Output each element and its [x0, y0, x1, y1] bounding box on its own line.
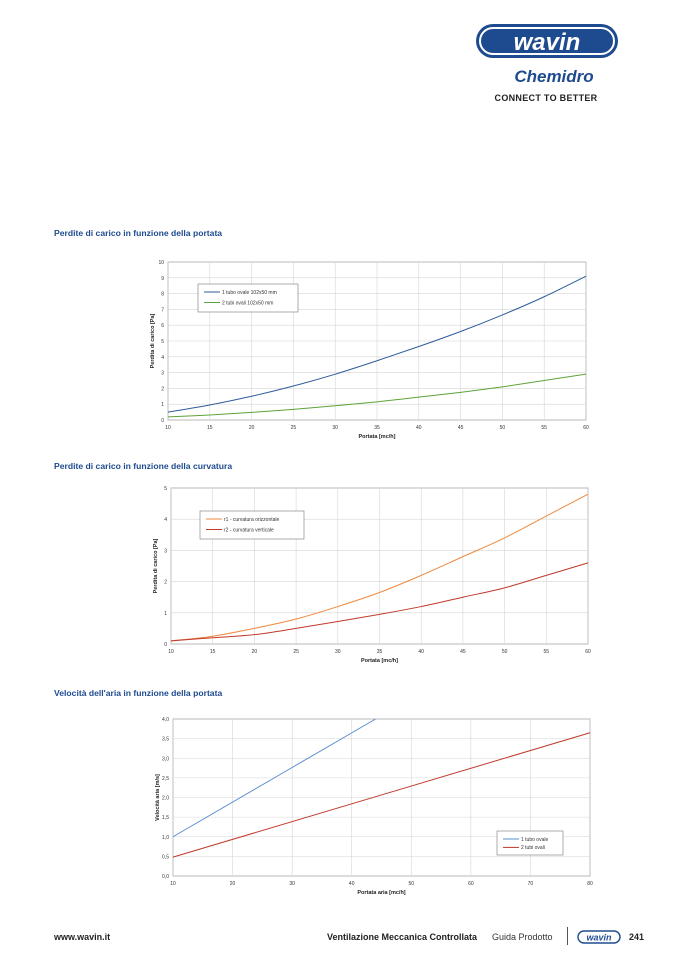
series-line-2 — [172, 732, 591, 858]
series-line-1 — [170, 493, 589, 642]
legend-box — [197, 283, 299, 313]
plot-area — [170, 487, 589, 645]
x-tick-label: 10 — [170, 881, 176, 887]
y-tick-label: 3 — [164, 548, 167, 554]
x-tick-label: 60 — [585, 649, 591, 655]
x-tick-label: 30 — [332, 425, 338, 431]
footer-title: Ventilazione Meccanica Controllata — [327, 932, 478, 942]
x-tick-label: 25 — [291, 425, 297, 431]
x-tick-label: 55 — [544, 649, 550, 655]
x-tick-label: 45 — [460, 649, 466, 655]
legend-label: 2 tubi ovali 102x50 mm — [222, 300, 273, 306]
section-title-2: Perdite di carico in funzione della curv… — [54, 461, 233, 471]
y-axis-label: Perdita di carico [Pa] — [153, 538, 159, 593]
y-tick-label: 10 — [158, 260, 164, 266]
x-tick-label: 10 — [165, 425, 171, 431]
x-tick-label: 40 — [416, 425, 422, 431]
x-tick-label: 15 — [210, 649, 216, 655]
footer-wavin-logo: wavin — [577, 930, 621, 944]
footer-separator — [567, 927, 568, 945]
section-title-1: Perdite di carico in funzione della port… — [54, 228, 223, 238]
x-tick-label: 30 — [289, 881, 295, 887]
x-tick-label: 15 — [207, 425, 213, 431]
y-tick-label: 3,5 — [162, 737, 169, 743]
x-tick-label: 60 — [583, 425, 589, 431]
y-tick-label: 2,5 — [162, 776, 169, 782]
footer-url[interactable]: www.wavin.it — [54, 932, 111, 942]
y-axis-label: Velocità aria [m/s] — [155, 774, 161, 821]
legend-box — [199, 510, 305, 540]
y-tick-label: 3 — [161, 371, 164, 377]
legend-label: 1 tubo ovale 102x50 mm — [222, 290, 277, 296]
x-tick-label: 50 — [502, 649, 508, 655]
series-line-2 — [167, 373, 587, 418]
sub-brand-text: Chemidro — [514, 67, 593, 86]
page-number: 241 — [629, 932, 645, 942]
x-tick-label: 20 — [230, 881, 236, 887]
y-tick-label: 0,0 — [162, 874, 169, 880]
logo-badge — [476, 24, 618, 58]
x-axis-label: Portata aria [mc/h] — [357, 890, 405, 896]
y-tick-label: 3,0 — [162, 756, 169, 762]
series-line-1 — [167, 275, 587, 413]
x-tick-label: 70 — [528, 881, 534, 887]
footer-subtitle: Guida Prodotto — [492, 932, 553, 942]
y-tick-label: 9 — [161, 276, 164, 282]
x-tick-label: 20 — [249, 425, 255, 431]
y-tick-label: 1,5 — [162, 815, 169, 821]
x-tick-label: 50 — [500, 425, 506, 431]
y-tick-label: 6 — [161, 323, 164, 329]
y-tick-label: 4,0 — [162, 717, 169, 723]
x-tick-label: 45 — [458, 425, 464, 431]
y-tick-label: 1 — [164, 611, 167, 617]
x-tick-label: 20 — [252, 649, 258, 655]
x-tick-label: 10 — [168, 649, 174, 655]
x-tick-label: 25 — [293, 649, 299, 655]
tagline-text: CONNECT TO BETTER — [495, 93, 598, 103]
x-tick-label: 50 — [409, 881, 415, 887]
x-tick-label: 35 — [374, 425, 380, 431]
x-tick-label: 55 — [541, 425, 547, 431]
x-axis-label: Portata [mc/h] — [359, 434, 396, 440]
x-tick-label: 40 — [418, 649, 424, 655]
y-tick-label: 5 — [164, 486, 167, 492]
x-tick-label: 80 — [587, 881, 593, 887]
y-tick-label: 2,0 — [162, 796, 169, 802]
wavin-chemidro-logo: wavin Chemidro CONNECT TO BETTER — [476, 24, 618, 103]
y-tick-label: 1 — [161, 402, 164, 408]
legend-label: r2 - curvatura verticale — [224, 527, 274, 533]
x-tick-label: 40 — [349, 881, 355, 887]
y-tick-label: 0 — [164, 642, 167, 648]
series-line-1 — [172, 718, 376, 838]
y-tick-label: 2 — [161, 386, 164, 392]
brand-text: wavin — [514, 29, 581, 56]
y-tick-label: 8 — [161, 292, 164, 298]
footer-logo-text: wavin — [586, 933, 612, 943]
x-tick-label: 30 — [335, 649, 341, 655]
x-tick-label: 35 — [377, 649, 383, 655]
y-tick-label: 5 — [161, 339, 164, 345]
y-tick-label: 1,0 — [162, 835, 169, 841]
y-axis-label: Perdita di carico [Pa] — [150, 313, 156, 368]
legend-label: 1 tubo ovale — [521, 837, 548, 843]
legend-box — [496, 830, 564, 856]
section-title-3: Velocità dell'aria in funzione della por… — [54, 688, 223, 698]
plot-area — [167, 261, 587, 421]
y-tick-label: 0 — [161, 418, 164, 424]
series-line-2 — [170, 562, 589, 642]
plot-area — [172, 718, 591, 877]
y-tick-label: 4 — [161, 355, 164, 361]
y-tick-label: 7 — [161, 307, 164, 313]
legend-label: r1 - curvatura orizzontale — [224, 517, 280, 523]
y-tick-label: 4 — [164, 517, 167, 523]
y-tick-label: 0,5 — [162, 854, 169, 860]
legend-label: 2 tubi ovali — [521, 845, 545, 851]
x-tick-label: 60 — [468, 881, 474, 887]
x-axis-label: Portata [mc/h] — [361, 658, 398, 664]
y-tick-label: 2 — [164, 580, 167, 586]
